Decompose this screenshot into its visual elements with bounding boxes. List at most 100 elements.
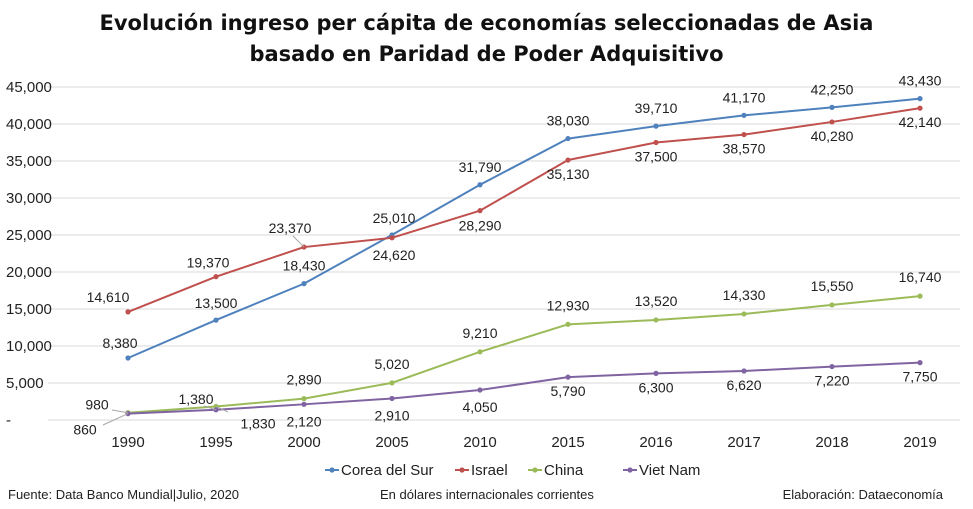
data-label: 38,570 [723,141,766,157]
chart-title-line-2: basado en Paridad de Poder Adquisitivo [249,42,724,66]
x-tick-label: 2018 [815,434,848,451]
y-tick-label: 40,000 [6,116,52,133]
data-label: 42,250 [811,81,854,97]
data-label: 16,740 [899,269,942,285]
data-point [565,135,571,142]
data-label: 5,790 [550,383,585,399]
y-tick-label: 35,000 [6,153,52,170]
data-label: 2,120 [286,413,321,429]
data-point [477,182,483,188]
leader-line [111,409,129,414]
x-tick-label: 2005 [375,434,408,451]
data-point [917,293,923,299]
y-tick-label: 10,000 [6,338,52,355]
data-point [213,274,219,280]
data-label: 18,430 [283,258,326,274]
data-point [741,112,747,118]
series-line-3 [127,361,921,415]
x-tick-label: 2000 [287,434,320,451]
data-point [301,396,307,402]
series-line-2 [127,295,921,414]
data-label: 19,370 [187,255,230,271]
data-point [829,363,835,370]
data-label: 15,550 [811,278,854,294]
leader-line [102,413,129,426]
y-tick-label: 30,000 [6,190,52,207]
legend-swatch-marker [459,467,465,473]
footer-credit: Elaboración: Dataeconomía [782,487,943,502]
data-label: 31,790 [459,159,502,175]
data-point [125,355,131,361]
data-point [389,380,395,386]
data-point [917,105,923,111]
series-line-1 [127,107,921,313]
data-point [741,311,747,317]
x-tick-label: 2010 [463,434,496,451]
data-point [829,302,835,308]
y-tick-label: 20,000 [6,264,52,281]
y-tick-label: 5,000 [6,375,44,392]
data-label: 43,430 [899,73,942,89]
legend-swatch-marker [329,467,335,473]
chart-title: Evolución ingreso per cápita de economía… [0,8,973,70]
legend-label: Viet Nam [639,462,700,479]
y-tick-label: 45,000 [6,79,52,96]
data-label: 42,140 [899,114,942,130]
leader-line [203,405,217,411]
x-tick-label: 1995 [199,434,232,451]
data-label: 12,930 [547,297,590,313]
data-label: 1,380 [178,391,213,407]
data-label: 980 [85,397,109,413]
data-label: 39,710 [635,100,678,116]
footer-units-note: En dólares internacionales corrientes [380,487,594,502]
data-label: 25,010 [373,210,416,226]
data-label: 2,910 [374,407,409,423]
legend-swatch-marker [627,467,633,473]
data-point [653,123,659,129]
data-point [829,104,835,110]
legend-label: China [544,462,584,479]
legend-label: Corea del Sur [341,462,434,479]
data-point [917,96,923,102]
data-label: 6,620 [726,377,761,393]
data-point [653,370,659,376]
data-label: 1,830 [240,415,275,431]
y-tick-label: 25,000 [6,227,52,244]
data-point [477,208,483,214]
data-point [565,374,571,380]
data-label: 24,620 [373,247,416,263]
x-tick-label: 2017 [727,434,760,451]
legend-label: Israel [471,462,508,479]
data-label: 5,020 [374,356,409,372]
data-label: 23,370 [269,220,312,236]
data-label: 37,500 [635,149,678,165]
data-point [301,401,307,407]
data-label: 14,610 [87,289,130,305]
data-label: 13,520 [635,293,678,309]
data-point [565,157,571,163]
y-tick-label: - [6,412,11,429]
data-label: 28,290 [459,218,502,234]
data-point [213,317,219,323]
data-label: 7,220 [814,373,849,389]
data-point [917,360,923,366]
data-point [301,281,307,287]
data-label: 8,380 [102,335,137,351]
x-tick-label: 1990 [111,434,144,451]
data-label: 38,030 [547,113,590,129]
data-point [653,317,659,323]
data-point [125,309,131,315]
data-point [477,349,483,355]
x-tick-label: 2015 [551,434,584,451]
series-line-0 [127,97,921,359]
data-point [829,119,835,125]
data-point [653,139,659,146]
footer-source: Fuente: Data Banco Mundial|Julio, 2020 [8,487,240,502]
y-tick-label: 15,000 [6,301,52,318]
data-label: 13,500 [195,295,238,311]
data-label: 40,280 [811,128,854,144]
data-label: 860 [73,422,97,438]
data-label: 9,210 [462,325,497,341]
data-point [477,387,483,393]
